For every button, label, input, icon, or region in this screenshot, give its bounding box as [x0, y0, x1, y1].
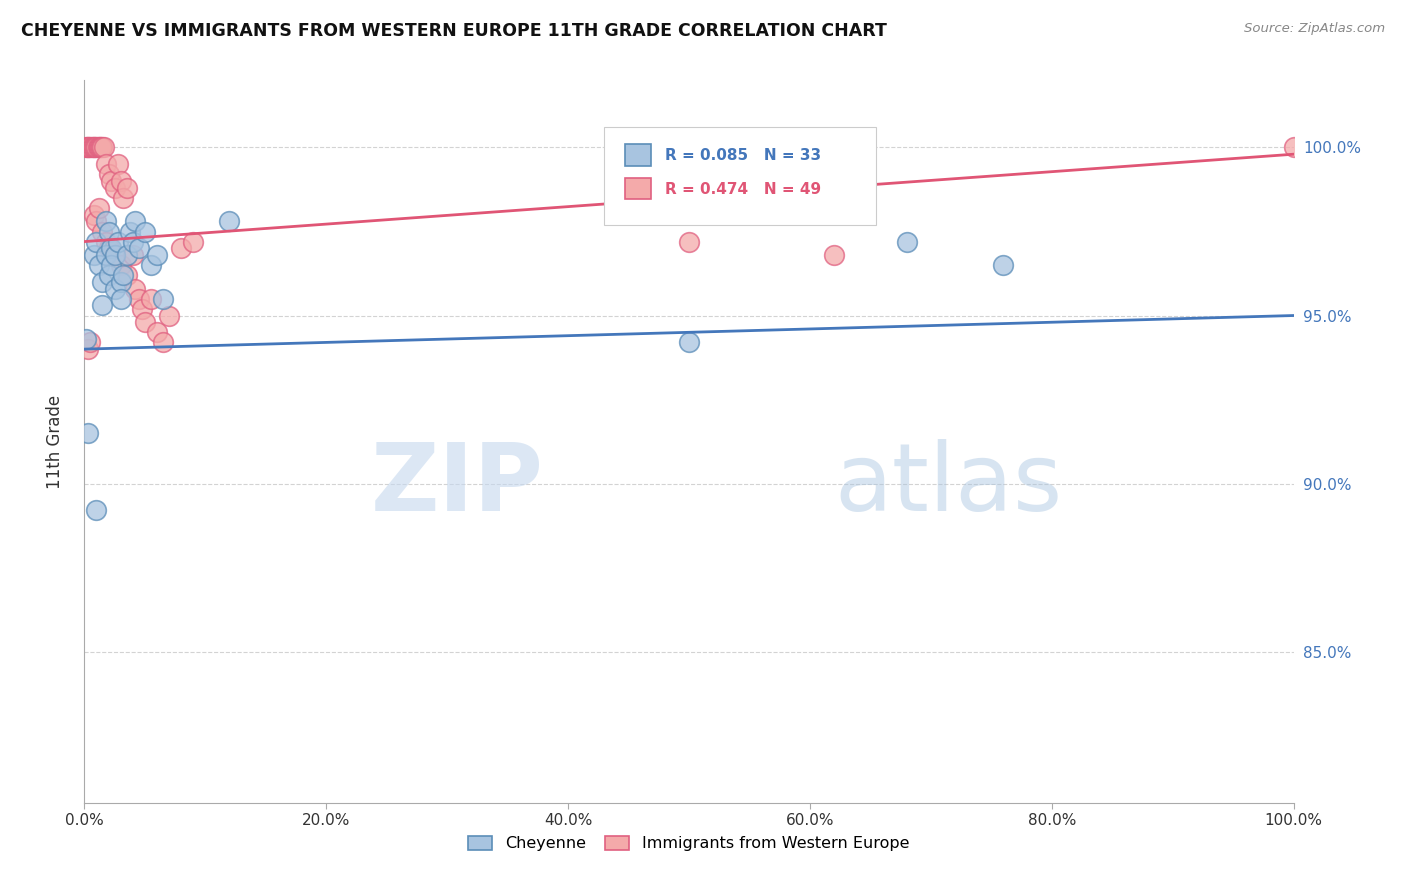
Point [993, 258, 1015, 272]
Point [84, 140, 107, 154]
Point [678, 235, 700, 249]
Point [87, 201, 110, 215]
Point [86, 140, 108, 154]
Point [97, 241, 120, 255]
Point [146, 248, 169, 262]
Point [86, 140, 108, 154]
Y-axis label: 11th Grade: 11th Grade [45, 394, 63, 489]
Legend: Cheyenne, Immigrants from Western Europe: Cheyenne, Immigrants from Western Europe [464, 831, 914, 856]
Point [128, 292, 150, 306]
Bar [624, 144, 651, 166]
Point [100, 174, 122, 188]
Point [115, 268, 138, 283]
Point [90, 140, 112, 154]
Point [110, 275, 132, 289]
Text: Source: ZipAtlas.com: Source: ZipAtlas.com [1244, 22, 1385, 36]
Point [97, 167, 120, 181]
Point [100, 258, 122, 272]
Point [128, 241, 150, 255]
Point [82, 140, 104, 154]
Point [94, 248, 117, 262]
Point [139, 292, 162, 306]
Point [112, 268, 135, 283]
Point [110, 258, 132, 272]
Point [112, 191, 135, 205]
Point [100, 241, 122, 255]
Point [77, 342, 100, 356]
Point [218, 214, 240, 228]
Point [97, 268, 120, 283]
Point [87, 140, 110, 154]
Point [83, 248, 105, 262]
Point [181, 235, 204, 249]
Point [107, 235, 129, 249]
Point [91, 275, 114, 289]
Text: atlas: atlas [834, 439, 1063, 531]
Point [79, 335, 101, 350]
Text: CHEYENNE VS IMMIGRANTS FROM WESTERN EUROPE 11TH GRADE CORRELATION CHART: CHEYENNE VS IMMIGRANTS FROM WESTERN EURO… [21, 22, 887, 40]
Point [115, 248, 138, 262]
Point [104, 282, 127, 296]
Point [83, 140, 105, 154]
Point [120, 225, 142, 239]
Point [170, 241, 193, 255]
Point [87, 258, 110, 272]
Point [124, 214, 146, 228]
Text: R = 0.085   N = 33: R = 0.085 N = 33 [665, 148, 821, 163]
Point [79, 140, 101, 154]
Point [115, 181, 138, 195]
Text: R = 0.474   N = 49: R = 0.474 N = 49 [665, 182, 821, 197]
Point [823, 248, 845, 262]
Text: ZIP: ZIP [371, 439, 544, 531]
Point [121, 248, 143, 262]
Point [134, 225, 156, 239]
Point [94, 214, 117, 228]
Point [75, 332, 97, 346]
Point [94, 235, 117, 249]
Point [91, 225, 114, 239]
Point [104, 181, 127, 195]
Point [139, 258, 162, 272]
Point [97, 225, 120, 239]
Point [77, 140, 100, 154]
Point [75, 140, 97, 154]
Point [110, 292, 132, 306]
Point [91, 298, 114, 312]
Point [157, 309, 180, 323]
Point [152, 335, 174, 350]
Point [83, 208, 105, 222]
Point [107, 157, 129, 171]
Point [678, 335, 700, 350]
Point [110, 174, 132, 188]
FancyBboxPatch shape [605, 128, 876, 225]
Point [86, 235, 108, 249]
Point [89, 140, 111, 154]
Point [104, 248, 127, 262]
Point [121, 235, 143, 249]
Point [77, 140, 100, 154]
Point [152, 292, 174, 306]
Point [93, 140, 115, 154]
Point [131, 301, 153, 316]
Point [91, 140, 114, 154]
Point [80, 140, 103, 154]
Bar [624, 178, 651, 200]
Point [134, 315, 156, 329]
Point [1282, 140, 1305, 154]
Point [86, 214, 108, 228]
Point [896, 235, 918, 249]
Point [77, 426, 100, 441]
Point [94, 157, 117, 171]
Point [146, 326, 169, 340]
Point [86, 503, 108, 517]
Point [76, 140, 98, 154]
Point [124, 282, 146, 296]
Point [104, 248, 127, 262]
